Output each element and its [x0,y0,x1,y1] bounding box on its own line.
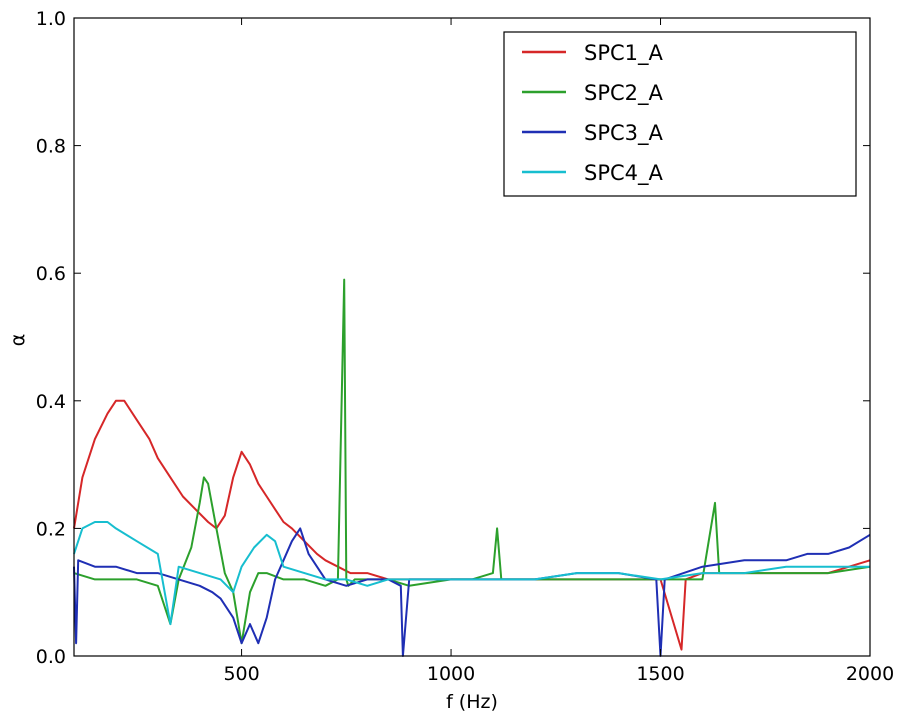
plot-frame [73,17,871,657]
legend-label-3: SPC3_A [584,121,664,146]
legend-box [503,31,857,197]
y-tick-label: 0.8 [36,136,66,158]
series-line-4 [73,521,870,626]
y-tick-label: 0.2 [36,518,66,540]
y-tick-label: 1.0 [36,8,66,30]
x-tick-label: 500 [223,663,259,685]
y-tick-label: 0.0 [36,646,66,668]
series-line-3 [73,527,871,657]
series-line-1 [73,399,871,651]
y-tick-label: 0.6 [36,263,66,285]
x-tick-label: 1500 [636,663,684,685]
y-tick-label: 0.4 [36,391,66,413]
legend-label-4: SPC4_A [584,161,664,186]
ticks-layer: 500 1000 1500 2000 0.0 0.2 0.4 0.6 0.8 1.0 [36,8,894,685]
series-layer [73,278,871,657]
x-tick-label: 1000 [427,663,475,685]
x-axis-label: f (Hz) [446,691,498,713]
legend-label-1: SPC1_A [584,41,664,66]
series-line-2 [73,278,871,645]
legend-label-2: SPC2_A [584,81,664,106]
x-tick-label: 2000 [846,663,894,685]
legend: SPC1_A SPC2_A SPC3_A SPC4_A [503,31,857,197]
y-axis-label: α [7,334,29,347]
